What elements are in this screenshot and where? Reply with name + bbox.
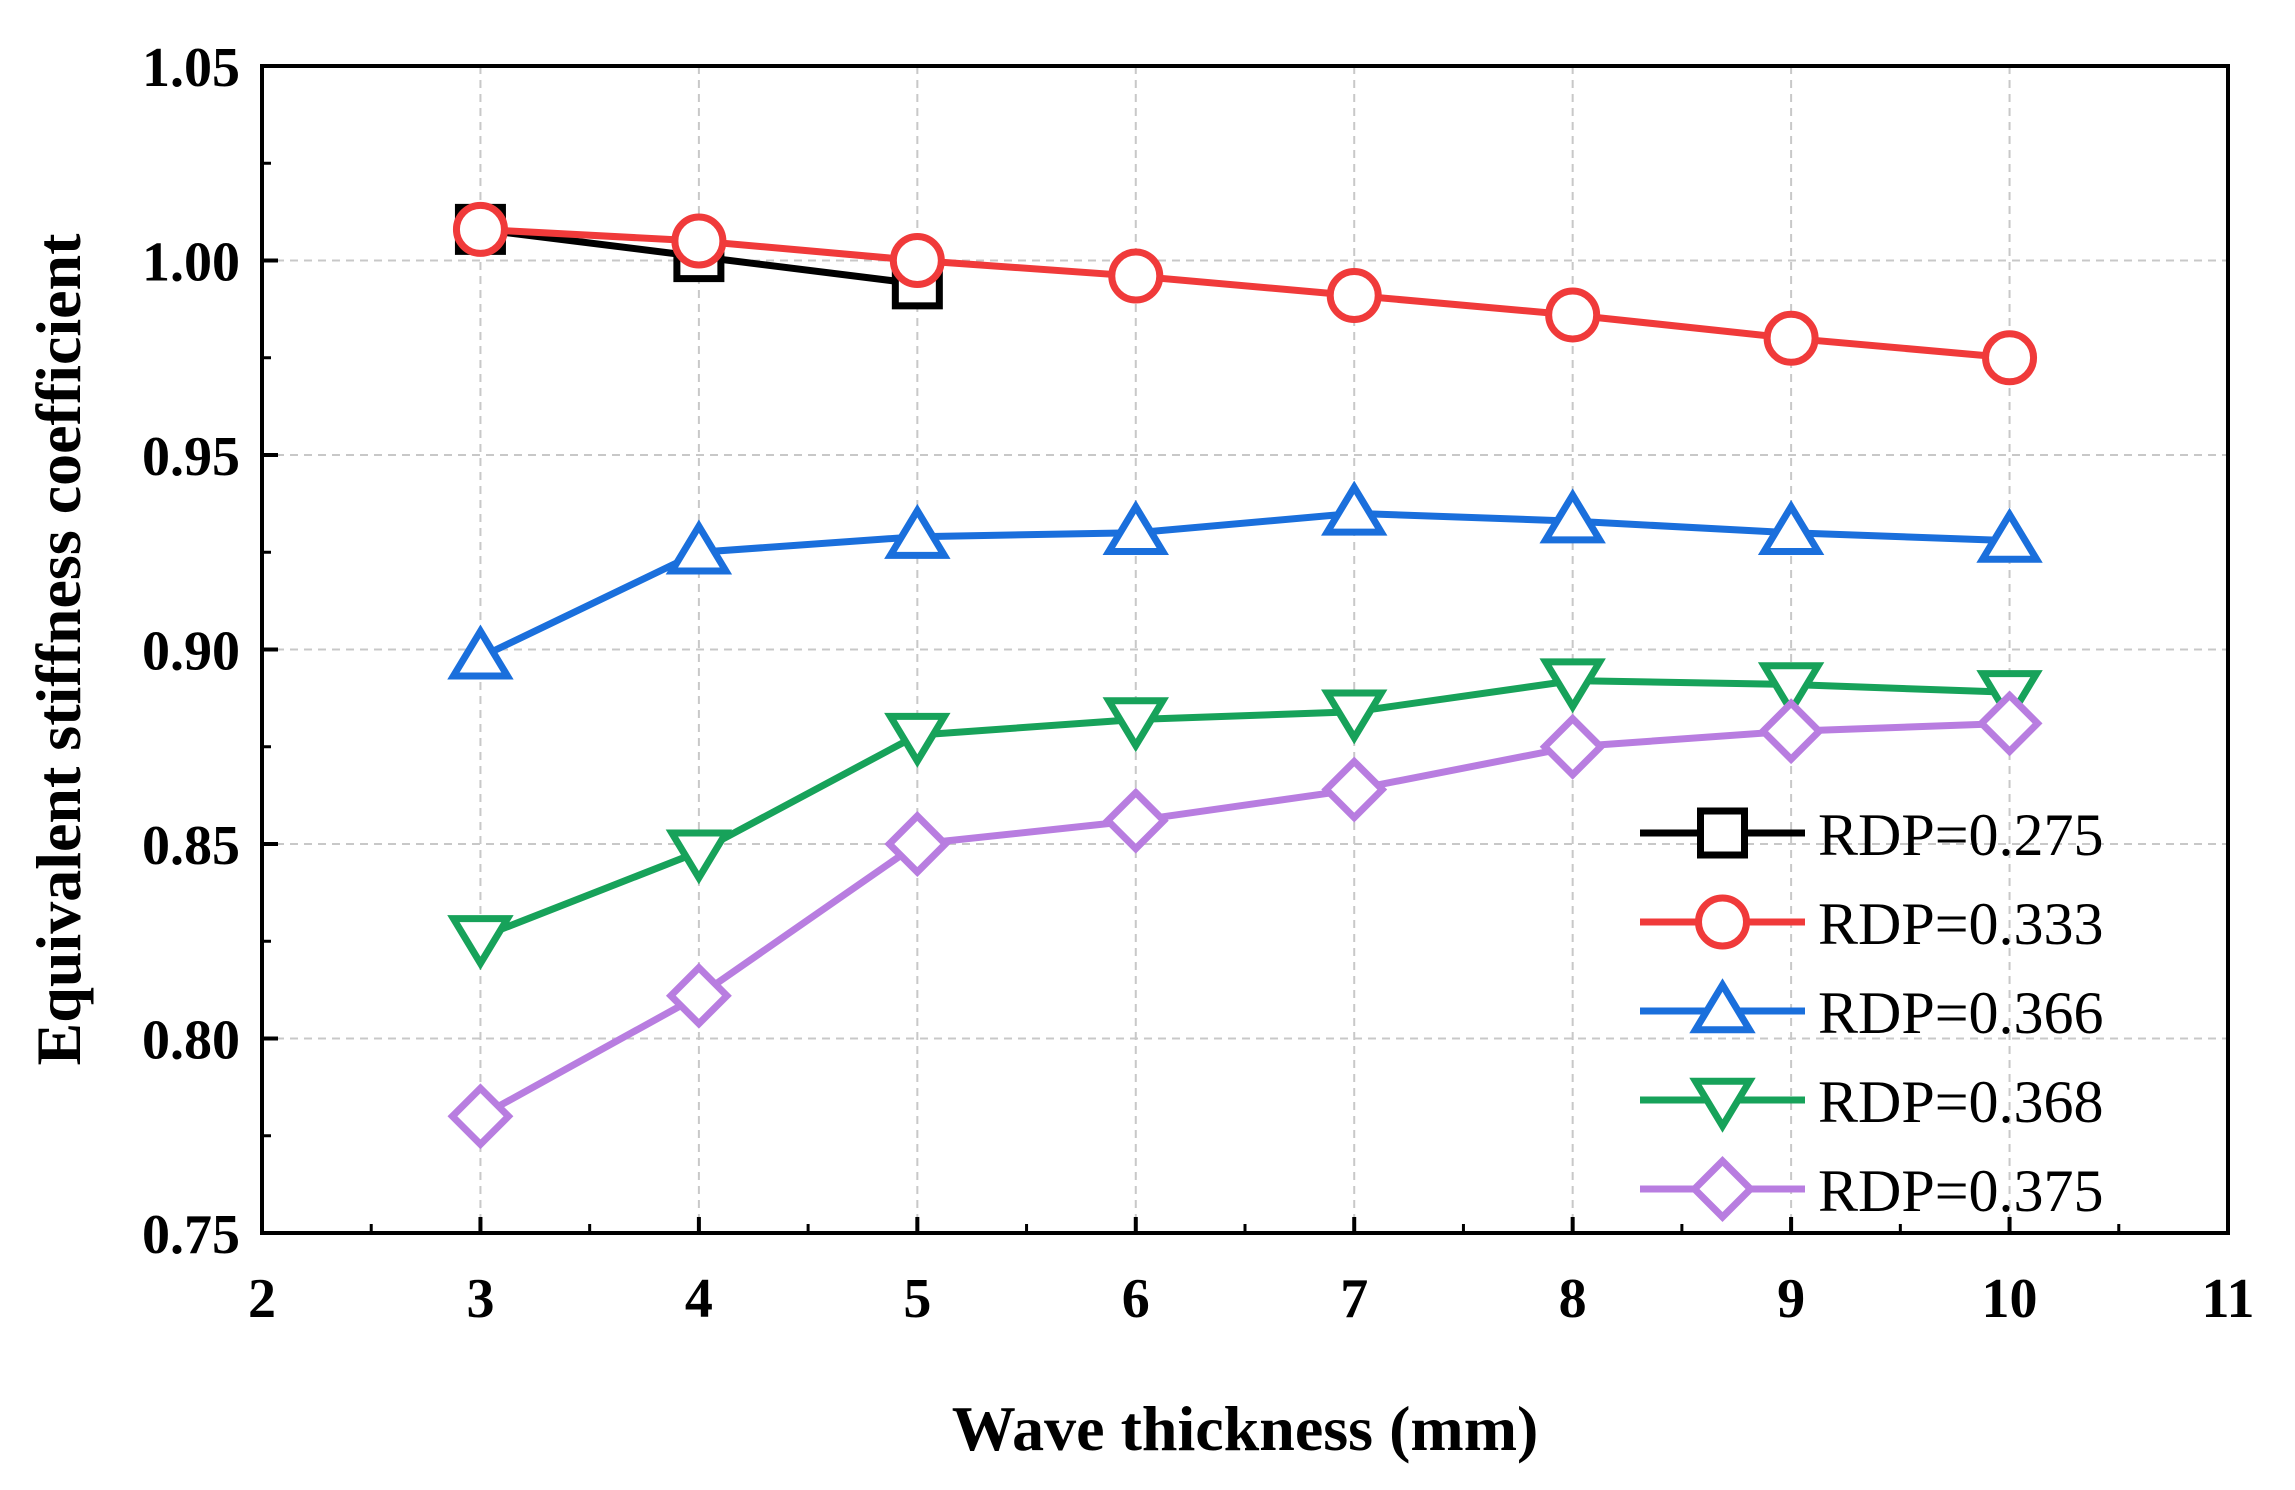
y-tick-label: 0.75 bbox=[142, 1204, 240, 1266]
legend-item: RDP=0.333 bbox=[1640, 891, 2104, 957]
series-line bbox=[479, 677, 2010, 941]
series-layer bbox=[447, 201, 2043, 1150]
data-point bbox=[1545, 287, 1601, 343]
data-point bbox=[1321, 756, 1388, 823]
data-point bbox=[1758, 698, 1825, 765]
legend-marker bbox=[1689, 1077, 1756, 1133]
x-tick-label: 5 bbox=[903, 1268, 931, 1330]
data-point bbox=[1757, 662, 1825, 718]
x-tick-label: 2 bbox=[248, 1268, 276, 1330]
data-point bbox=[665, 829, 733, 885]
data-point bbox=[1539, 658, 1606, 714]
y-tick-label: 1.00 bbox=[142, 232, 240, 294]
series-3 bbox=[447, 658, 2043, 971]
data-point bbox=[1539, 713, 1606, 780]
series-line bbox=[478, 509, 2010, 661]
data-point bbox=[1976, 690, 2043, 757]
data-point bbox=[665, 519, 733, 575]
data-point bbox=[1102, 787, 1169, 854]
legend-item: RDP=0.375 bbox=[1640, 1156, 2104, 1224]
data-point bbox=[452, 201, 508, 257]
x-tick-label: 4 bbox=[685, 1268, 713, 1330]
x-tick-label: 7 bbox=[1340, 1268, 1368, 1330]
series-1 bbox=[452, 201, 2038, 386]
data-point bbox=[447, 1083, 514, 1150]
grid bbox=[262, 66, 2228, 1233]
data-point bbox=[1763, 310, 1819, 366]
legend-marker bbox=[1689, 1156, 1756, 1222]
x-axis-title: Wave thickness (mm) bbox=[952, 1393, 1539, 1464]
data-point bbox=[884, 811, 951, 877]
data-point bbox=[447, 624, 514, 680]
legend-item: RDP=0.368 bbox=[1640, 1069, 2104, 1135]
legend-label: RDP=0.366 bbox=[1818, 980, 2104, 1046]
data-point bbox=[1976, 507, 2043, 563]
data-point bbox=[1757, 500, 1825, 556]
legend-item: RDP=0.366 bbox=[1640, 978, 2104, 1046]
legend-label: RDP=0.275 bbox=[1818, 802, 2104, 868]
data-point bbox=[1326, 268, 1382, 324]
data-point bbox=[1102, 697, 1169, 753]
data-point bbox=[1321, 689, 1388, 745]
legend-marker bbox=[1689, 978, 1756, 1034]
data-point bbox=[884, 712, 951, 768]
data-point bbox=[1982, 330, 2038, 386]
data-point bbox=[447, 915, 514, 971]
ticks: 2 3 4 5 6 7 8 9 10 11 0.75 0.80 0.85 0.90 0.95 1.00 1.05 bbox=[142, 37, 2254, 1330]
data-point bbox=[1102, 500, 1169, 556]
data-point bbox=[889, 233, 945, 288]
y-tick-label: 0.90 bbox=[142, 621, 240, 683]
legend-label: RDP=0.375 bbox=[1818, 1158, 2104, 1224]
legend-item: RDP=0.275 bbox=[1640, 802, 2104, 868]
series-4 bbox=[447, 690, 2043, 1150]
x-tick-label: 10 bbox=[1982, 1268, 2038, 1330]
x-tick-label: 9 bbox=[1777, 1268, 1805, 1330]
data-point bbox=[1539, 488, 1606, 544]
x-tick-label: 11 bbox=[2202, 1268, 2255, 1330]
y-tick-label: 0.95 bbox=[142, 426, 240, 488]
legend: RDP=0.275 RDP=0.333 RDP=0.366 RDP=0.368 RDP=… bbox=[1640, 802, 2104, 1224]
legend-marker bbox=[1697, 807, 1748, 859]
legend-marker bbox=[1695, 894, 1750, 950]
x-tick-label: 6 bbox=[1122, 1268, 1150, 1330]
y-tick-label: 1.05 bbox=[142, 37, 240, 99]
series-2 bbox=[447, 480, 2043, 680]
x-tick-label: 3 bbox=[466, 1268, 494, 1330]
data-point bbox=[1108, 248, 1164, 304]
y-tick-label: 0.85 bbox=[142, 815, 240, 877]
series-line bbox=[478, 719, 2010, 1120]
data-point bbox=[1321, 480, 1388, 536]
series-line bbox=[480, 225, 2010, 362]
y-axis-title: Equivalent stiffness coefficient bbox=[23, 233, 94, 1066]
legend-label: RDP=0.368 bbox=[1818, 1069, 2104, 1135]
data-point bbox=[884, 503, 951, 559]
legend-label: RDP=0.333 bbox=[1818, 891, 2104, 957]
y-tick-label: 0.80 bbox=[142, 1010, 240, 1072]
data-point bbox=[665, 962, 732, 1029]
x-tick-label: 8 bbox=[1559, 1268, 1587, 1330]
data-point bbox=[671, 213, 727, 269]
